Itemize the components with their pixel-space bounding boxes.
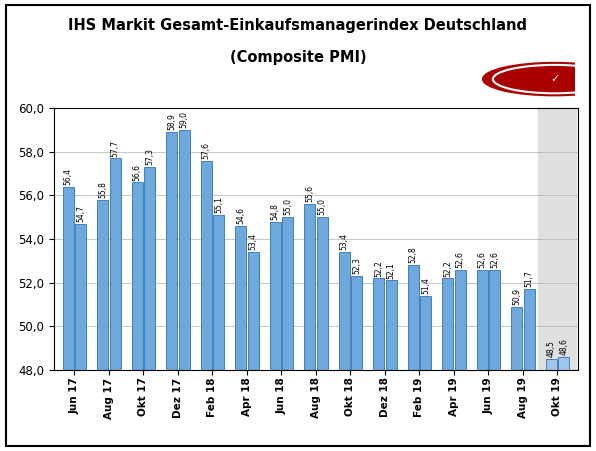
Bar <box>511 307 522 370</box>
Bar <box>132 182 142 370</box>
Bar <box>538 108 576 370</box>
Text: 52,6: 52,6 <box>455 251 465 268</box>
Text: 52,6: 52,6 <box>478 251 487 268</box>
Bar <box>373 278 384 370</box>
Text: 54,6: 54,6 <box>236 207 245 224</box>
Bar <box>201 161 212 370</box>
Bar <box>97 200 108 370</box>
Text: 56,4: 56,4 <box>64 168 73 185</box>
Bar <box>247 252 259 370</box>
Text: 48,6: 48,6 <box>559 338 568 355</box>
Text: ✓: ✓ <box>550 74 559 84</box>
Text: 55,0: 55,0 <box>318 198 327 216</box>
Text: 52,3: 52,3 <box>352 258 361 274</box>
Bar <box>339 252 350 370</box>
Text: 54,7: 54,7 <box>76 205 85 222</box>
Bar <box>455 270 465 370</box>
Text: 52,2: 52,2 <box>374 260 383 276</box>
Text: 59,0: 59,0 <box>179 111 188 128</box>
Bar <box>179 130 190 370</box>
Bar <box>558 357 569 370</box>
Text: 56,6: 56,6 <box>133 164 142 180</box>
Bar <box>420 296 431 370</box>
Text: 51,4: 51,4 <box>421 277 430 294</box>
Text: IHS Markit Gesamt-Einkaufsmanagerindex Deutschland: IHS Markit Gesamt-Einkaufsmanagerindex D… <box>69 18 527 33</box>
Text: 50,9: 50,9 <box>512 288 521 305</box>
Text: 55,8: 55,8 <box>98 181 107 198</box>
Text: 58,9: 58,9 <box>167 114 176 130</box>
Text: (Composite PMI): (Composite PMI) <box>229 50 367 64</box>
Text: 48,5: 48,5 <box>547 341 555 357</box>
Text: unabhängig • strategisch • trefflicher: unabhängig • strategisch • trefflicher <box>380 88 498 93</box>
Bar <box>269 221 281 370</box>
Bar <box>489 270 500 370</box>
Bar <box>477 270 488 370</box>
Text: 57,7: 57,7 <box>111 140 120 156</box>
Circle shape <box>483 63 596 96</box>
Text: 53,4: 53,4 <box>249 233 257 250</box>
Bar <box>75 224 86 370</box>
Bar <box>63 187 74 370</box>
Bar <box>110 158 120 370</box>
Text: 53,4: 53,4 <box>340 233 349 250</box>
Text: 57,3: 57,3 <box>145 148 154 166</box>
Text: stockstreet.de: stockstreet.de <box>380 63 482 76</box>
Text: 52,8: 52,8 <box>409 247 418 263</box>
Bar <box>316 217 328 370</box>
Text: 51,7: 51,7 <box>524 271 533 287</box>
Bar <box>282 217 293 370</box>
Text: 55,0: 55,0 <box>283 198 292 216</box>
Text: 55,1: 55,1 <box>214 197 223 213</box>
Bar <box>166 132 177 370</box>
Bar <box>442 278 453 370</box>
Text: 52,6: 52,6 <box>490 251 499 268</box>
Bar <box>144 167 155 370</box>
Bar <box>304 204 315 370</box>
Bar <box>235 226 246 370</box>
Text: 52,2: 52,2 <box>443 260 452 276</box>
Bar <box>213 215 224 370</box>
Text: 54,8: 54,8 <box>271 203 280 220</box>
Text: 52,1: 52,1 <box>387 262 396 279</box>
Text: 55,6: 55,6 <box>305 185 314 202</box>
Text: 57,6: 57,6 <box>201 142 210 159</box>
Bar <box>524 289 535 370</box>
Bar <box>351 276 362 370</box>
Bar <box>546 359 557 370</box>
Bar <box>408 265 419 370</box>
Bar <box>386 281 396 370</box>
